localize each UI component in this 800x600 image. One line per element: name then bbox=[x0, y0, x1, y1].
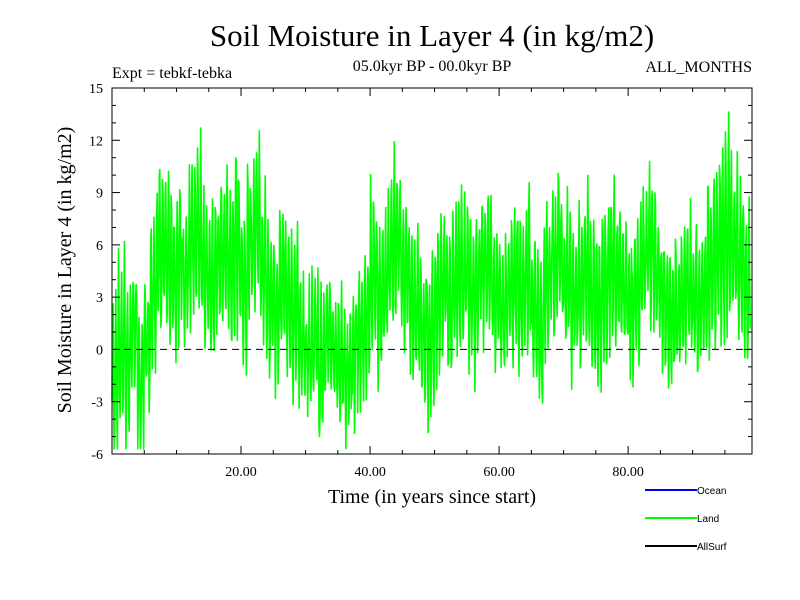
legend-label-ocean: Ocean bbox=[697, 486, 726, 497]
x-tick-label: 80.00 bbox=[612, 465, 644, 480]
y-tick-label: 15 bbox=[89, 82, 103, 97]
legend: Ocean Land AllSurf bbox=[645, 486, 727, 553]
y-tick-label: -6 bbox=[91, 448, 103, 463]
subtitle-experiment: Expt = tebkf-tebka bbox=[112, 65, 232, 82]
legend-label-land: Land bbox=[697, 514, 719, 525]
x-tick-label: 60.00 bbox=[483, 465, 515, 480]
y-tick-label: 3 bbox=[96, 291, 103, 306]
legend-label-allsurf: AllSurf bbox=[697, 542, 727, 553]
subtitle-months: ALL_MONTHS bbox=[645, 59, 752, 76]
x-axis-label: Time (in years since start) bbox=[328, 486, 536, 508]
y-tick-label: 6 bbox=[96, 239, 103, 254]
x-tick-label: 40.00 bbox=[354, 465, 386, 480]
y-tick-label: 0 bbox=[96, 343, 103, 358]
chart-title: Soil Moisture in Layer 4 (in kg/m2) bbox=[210, 18, 654, 53]
subtitle-period: 05.0kyr BP - 00.0kyr BP bbox=[353, 58, 512, 75]
y-tick-label: -3 bbox=[91, 396, 103, 411]
series-layer bbox=[111, 111, 751, 450]
y-tick-label: 9 bbox=[96, 187, 103, 202]
y-tick-label: 12 bbox=[89, 134, 103, 149]
x-tick-label: 20.00 bbox=[225, 465, 257, 480]
plot-frame bbox=[111, 87, 753, 455]
axes: -6 -3 0 3 6 9 12 15 20.00 40.00 60.00 80.00 bbox=[89, 82, 753, 480]
y-axis-label: Soil Moisture in Layer 4 (in kg/m2) bbox=[54, 127, 76, 414]
series-line-land bbox=[111, 111, 751, 450]
